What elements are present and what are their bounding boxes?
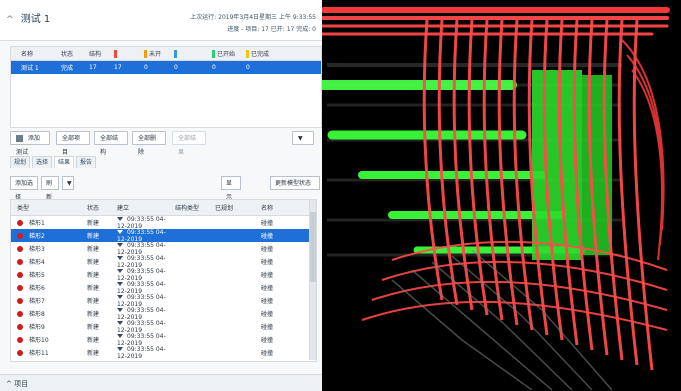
table-row[interactable]: 梯形2 新建 09:33:55 04-12-2019 碰撞: [11, 229, 316, 243]
table-row[interactable]: 梯形4 新建 09:33:55 04-12-2019 碰撞: [11, 255, 316, 269]
clash-dot-icon: [17, 258, 23, 265]
tab-select[interactable]: 选择: [32, 156, 52, 168]
table-row[interactable]: 梯形8 新建 09:33:55 04-12-2019 碰撞: [11, 307, 316, 321]
col-type: 类型: [17, 205, 30, 212]
results-table-header: 类型 状态 建立 结构类型 已规划 名称: [11, 200, 316, 216]
tab-rules[interactable]: 规划: [10, 156, 30, 168]
col-name: 名称: [21, 51, 34, 58]
expand-triangle-icon[interactable]: [117, 255, 123, 260]
clash-dot-icon: [17, 219, 23, 226]
col-started: 已开始: [212, 49, 246, 59]
test-title-label: 测试 1: [20, 14, 51, 25]
clash-dot-icon: [17, 232, 23, 239]
table-row[interactable]: 梯形10 新建 09:33:55 04-12-2019 碰撞: [11, 333, 316, 347]
table-row[interactable]: 梯形7 新建 09:33:55 04-12-2019 碰撞: [11, 294, 316, 308]
expand-triangle-icon[interactable]: [117, 320, 123, 325]
menu-button[interactable]: ▼: [292, 131, 314, 145]
clash-dot-icon: [17, 284, 23, 291]
col-status: 状态: [87, 205, 100, 212]
tab-results[interactable]: 结果: [54, 156, 74, 168]
refresh-button[interactable]: 刷新: [41, 176, 59, 201]
clash-dot-icon: [17, 336, 23, 343]
test-structure: 17: [89, 64, 97, 71]
test-review: 0: [174, 64, 178, 71]
expand-triangle-icon[interactable]: [117, 216, 123, 221]
collapse-caret-icon[interactable]: ^: [6, 15, 14, 25]
table-row[interactable]: 梯形1 新建 09:33:55 04-12-2019 碰撞: [11, 216, 316, 230]
panel-header: ^ 测试 1 上次运行: 2019年3月4日星期三 上午 9:33:55 进度 …: [0, 0, 322, 41]
select-all-structures-button[interactable]: 全部结构: [94, 131, 128, 156]
clash-dot-icon: [17, 245, 23, 252]
clash-dot-icon: [17, 323, 23, 330]
results-toolbar: 添加选择 刷新 ▼ 显示 更新模型状态: [10, 176, 322, 201]
add-test-icon: [16, 135, 23, 142]
expand-triangle-icon[interactable]: [117, 229, 123, 234]
last-run-text: 上次运行: 2019年3月4日星期三 上午 9:33:55: [190, 14, 316, 21]
clash-dot-icon: [17, 297, 23, 304]
table-row[interactable]: 梯形11 新建 09:33:55 04-12-2019 碰撞: [11, 346, 316, 360]
col-done: 已完成: [246, 49, 280, 59]
table-row[interactable]: 梯形3 新建 09:33:55 04-12-2019 碰撞: [11, 242, 316, 256]
bottom-panel: ^ 项目: [0, 374, 322, 391]
expand-triangle-icon[interactable]: [117, 268, 123, 273]
disabled-action-button[interactable]: 全部结果: [172, 131, 206, 156]
test-name: 测试 1: [21, 65, 39, 72]
test-status: 完成: [61, 65, 74, 72]
3d-viewport[interactable]: [322, 0, 681, 391]
expand-triangle-icon[interactable]: [117, 307, 123, 312]
test-open: 0: [144, 64, 148, 71]
action-buttons: 添加测试 全部项目 全部结构 全部删除 全部结果 ▼: [10, 131, 322, 156]
test-title: ^ 测试 1: [6, 10, 50, 25]
scrollbar-thumb[interactable]: [310, 212, 316, 282]
tab-report[interactable]: 报告: [76, 156, 96, 168]
col-structure: 结构: [89, 51, 102, 58]
dropdown-button[interactable]: ▼: [62, 176, 74, 190]
update-model-status-button[interactable]: 更新模型状态: [270, 176, 320, 190]
test-row[interactable]: 测试 1 完成 17 17 0 0 0 0: [11, 61, 321, 74]
test-done: 0: [246, 64, 250, 71]
expand-triangle-icon[interactable]: [117, 346, 123, 351]
table-row[interactable]: 梯形6 新建 09:33:55 04-12-2019 碰撞: [11, 281, 316, 295]
display-button[interactable]: 显示: [221, 176, 241, 201]
col-created: 建立: [117, 205, 130, 212]
clash-dot-icon: [17, 310, 23, 317]
col-name: 名称: [261, 205, 274, 212]
col-structure-type: 结构类型: [175, 205, 200, 212]
expand-triangle-icon[interactable]: [117, 242, 123, 247]
expand-triangle-icon[interactable]: [117, 294, 123, 299]
clash-dot-icon: [17, 271, 23, 278]
col-planned: 已规划: [215, 205, 234, 212]
results-table: 类型 状态 建立 结构类型 已规划 名称 梯形1 新建 09:33:55 04-…: [10, 199, 317, 362]
progress-stats: 进度 - 项目: 17 已开: 17 完成: 0: [227, 26, 316, 33]
clash-detective-panel: ^ 测试 1 上次运行: 2019年3月4日星期三 上午 9:33:55 进度 …: [0, 0, 323, 391]
add-selection-button[interactable]: 添加选择: [10, 176, 38, 201]
tests-grid: 名称 状态 结构 未开 已开始 已完成 测试 1 完成 17 17 0 0 0 …: [10, 46, 322, 128]
results-scrollbar[interactable]: [309, 200, 316, 360]
col-open: 未开: [144, 49, 174, 59]
test-new: 17: [114, 64, 122, 71]
expand-triangle-icon[interactable]: [117, 281, 123, 286]
table-row[interactable]: 梯形5 新建 09:33:55 04-12-2019 碰撞: [11, 268, 316, 282]
select-all-items-button[interactable]: 全部项目: [56, 131, 90, 156]
col-new: [114, 49, 144, 58]
table-row[interactable]: 梯形9 新建 09:33:55 04-12-2019 碰撞: [11, 320, 316, 334]
col-review: [174, 49, 212, 58]
bottom-label[interactable]: ^ 项目: [6, 380, 29, 388]
col-status: 状态: [61, 51, 74, 58]
test-started: 0: [212, 64, 216, 71]
add-test-button[interactable]: 添加测试: [10, 131, 50, 156]
clash-dot-icon: [17, 349, 23, 356]
tests-grid-header: 名称 状态 结构 未开 已开始 已完成: [11, 47, 321, 61]
rebar-3d-render: [322, 0, 681, 391]
delete-all-button[interactable]: 全部删除: [132, 131, 166, 156]
expand-triangle-icon[interactable]: [117, 333, 123, 338]
